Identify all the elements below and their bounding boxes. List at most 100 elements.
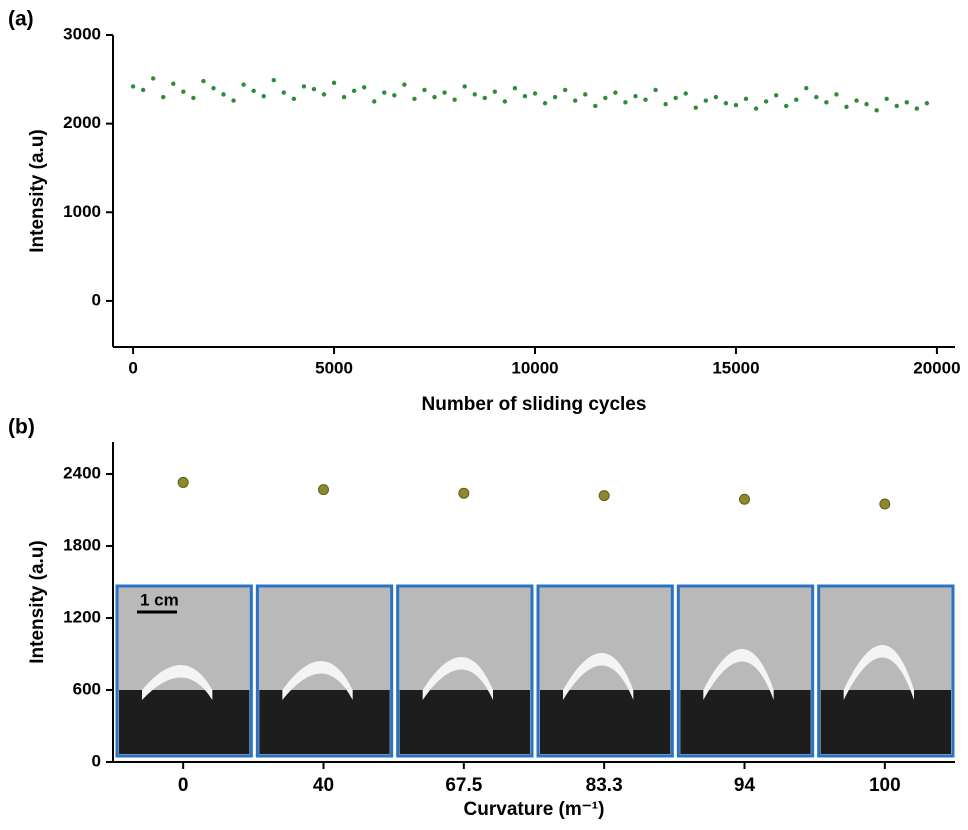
- x-tick-label: 5000: [315, 358, 353, 377]
- point: [291, 96, 297, 102]
- x-tick-label: 94: [734, 775, 756, 796]
- panel-label: (b): [8, 416, 35, 439]
- point: [598, 490, 610, 502]
- x-tick-label: 15000: [712, 358, 759, 377]
- point: [542, 101, 548, 106]
- x-tick-label: 20000: [913, 358, 960, 377]
- point: [351, 88, 357, 94]
- point: [372, 99, 377, 104]
- point: [251, 88, 256, 94]
- annotation: 1 cm: [140, 590, 179, 609]
- point: [140, 87, 146, 93]
- y-tick-label: 2000: [63, 113, 101, 132]
- point: [150, 76, 156, 81]
- point: [261, 93, 266, 99]
- photo-floor: [399, 690, 530, 754]
- point: [834, 92, 839, 97]
- point: [532, 91, 538, 96]
- point: [562, 87, 568, 93]
- point: [331, 80, 337, 86]
- point: [633, 93, 638, 99]
- point: [512, 85, 518, 91]
- point: [739, 493, 750, 505]
- point: [743, 96, 749, 102]
- point: [191, 95, 196, 101]
- point: [824, 100, 829, 105]
- photo-floor: [680, 690, 811, 754]
- photo-sheet: [422, 657, 493, 700]
- point: [572, 98, 578, 103]
- y-tick-label: 1200: [63, 608, 101, 627]
- point: [894, 103, 899, 109]
- point: [171, 81, 176, 86]
- point: [462, 84, 467, 89]
- point: [271, 78, 276, 83]
- point: [311, 86, 317, 92]
- point: [683, 91, 688, 96]
- point: [693, 105, 698, 110]
- y-tick-label: 1000: [63, 202, 101, 221]
- x-axis-label: Number of sliding cycles: [422, 394, 647, 415]
- point: [177, 476, 189, 488]
- x-tick-label: 83.3: [586, 775, 623, 796]
- point: [643, 97, 648, 102]
- point: [783, 103, 789, 109]
- x-tick-label: 100: [869, 775, 901, 796]
- photo-sheet: [282, 661, 353, 700]
- y-axis-label: Intensity (a.u): [27, 540, 48, 664]
- x-tick-label: 0: [178, 775, 189, 796]
- point: [623, 100, 628, 105]
- point: [794, 97, 799, 102]
- y-tick-label: 0: [92, 751, 101, 770]
- point: [502, 99, 508, 104]
- point: [733, 102, 739, 108]
- point: [458, 487, 470, 499]
- photo-sheet: [703, 649, 774, 700]
- photo-floor: [119, 690, 250, 754]
- point: [673, 95, 678, 101]
- point: [392, 93, 397, 98]
- point: [713, 94, 719, 100]
- point: [924, 101, 930, 106]
- point: [221, 92, 226, 97]
- point: [201, 78, 206, 84]
- y-tick-label: 600: [73, 679, 101, 698]
- point: [412, 96, 417, 102]
- point: [653, 87, 658, 93]
- point: [864, 101, 869, 107]
- point: [773, 93, 779, 98]
- point: [341, 94, 347, 100]
- point: [181, 89, 186, 94]
- point: [763, 99, 769, 104]
- y-tick-label: 3000: [63, 24, 101, 43]
- point: [402, 82, 407, 87]
- panel-label: (a): [8, 8, 34, 31]
- point: [452, 97, 457, 102]
- point: [844, 104, 849, 109]
- x-tick-label: 0: [128, 358, 137, 377]
- point: [753, 106, 759, 111]
- photo-floor: [259, 690, 390, 754]
- point: [723, 101, 729, 106]
- point: [241, 82, 246, 87]
- x-tick-label: 67.5: [445, 775, 482, 796]
- y-tick-label: 2400: [63, 464, 101, 483]
- point: [804, 85, 809, 91]
- point: [593, 103, 598, 109]
- y-tick-label: 0: [92, 290, 101, 309]
- point: [522, 93, 528, 99]
- point: [663, 101, 668, 107]
- point: [492, 89, 498, 94]
- point: [321, 92, 327, 97]
- point: [432, 94, 437, 100]
- point: [130, 84, 136, 89]
- photo-sheet: [563, 653, 634, 700]
- photo-floor: [540, 690, 671, 754]
- y-axis-label: Intensity (a.u): [27, 129, 48, 253]
- point: [361, 85, 367, 90]
- point: [884, 96, 889, 102]
- point: [382, 90, 387, 95]
- point: [318, 484, 329, 496]
